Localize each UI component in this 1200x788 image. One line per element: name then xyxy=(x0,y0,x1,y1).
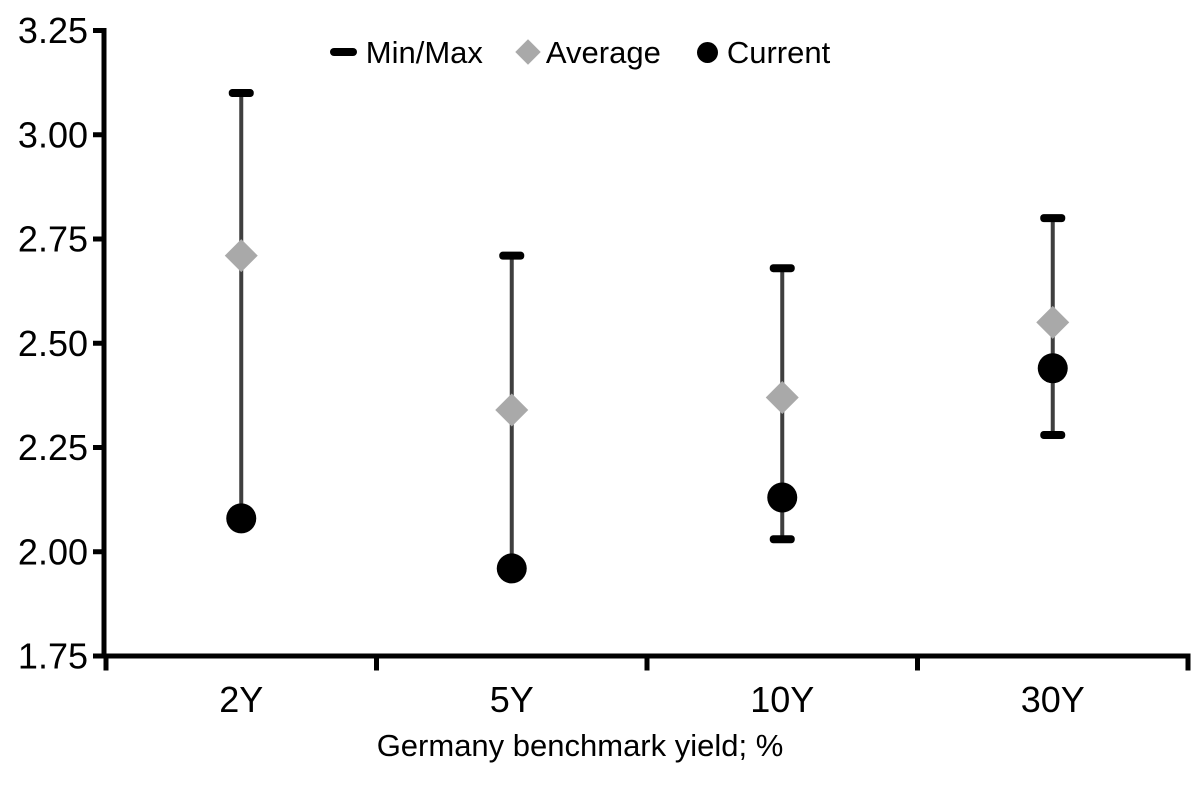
minmax-dash-icon xyxy=(329,48,357,56)
current-circle-icon xyxy=(696,41,718,63)
minmax-max-cap-2Y xyxy=(228,89,254,98)
y-tick-label: 3.00 xyxy=(18,114,88,155)
current-marker-30Y xyxy=(1037,353,1068,384)
y-tick-label: 2.50 xyxy=(18,323,88,364)
minmax-max-cap-5Y xyxy=(499,251,525,260)
legend-item-minmax: Min/Max xyxy=(329,34,483,70)
legend-label-average: Average xyxy=(545,34,661,70)
legend: Min/Max Average Current xyxy=(0,34,1160,70)
average-marker-30Y xyxy=(1036,305,1070,339)
minmax-max-cap-10Y xyxy=(769,264,795,273)
x-tick-label: 5Y xyxy=(490,679,534,720)
current-marker-5Y xyxy=(496,553,527,584)
minmax-max-cap-30Y xyxy=(1040,214,1066,223)
x-tick-label: 30Y xyxy=(1021,679,1085,720)
y-tick-label: 2.00 xyxy=(18,531,88,572)
x-axis-title: Germany benchmark yield; % xyxy=(376,728,784,763)
legend-label-minmax: Min/Max xyxy=(365,34,483,70)
y-tick-label: 1.75 xyxy=(18,636,88,677)
average-marker-10Y xyxy=(765,380,799,414)
average-marker-2Y xyxy=(224,239,258,273)
legend-item-current: Current xyxy=(696,34,831,70)
y-tick-label: 2.25 xyxy=(18,427,88,468)
minmax-min-cap-10Y xyxy=(769,535,795,544)
legend-label-current: Current xyxy=(726,34,831,70)
legend-item-average: Average xyxy=(515,34,661,70)
current-marker-2Y xyxy=(226,503,257,534)
x-tick-label: 2Y xyxy=(219,679,263,720)
x-tick-label: 10Y xyxy=(750,679,814,720)
minmax-min-cap-30Y xyxy=(1040,430,1066,439)
y-tick-label: 2.75 xyxy=(18,219,88,260)
average-marker-5Y xyxy=(495,393,529,427)
current-marker-10Y xyxy=(767,482,798,513)
y-tick-label: 3.25 xyxy=(18,10,88,51)
